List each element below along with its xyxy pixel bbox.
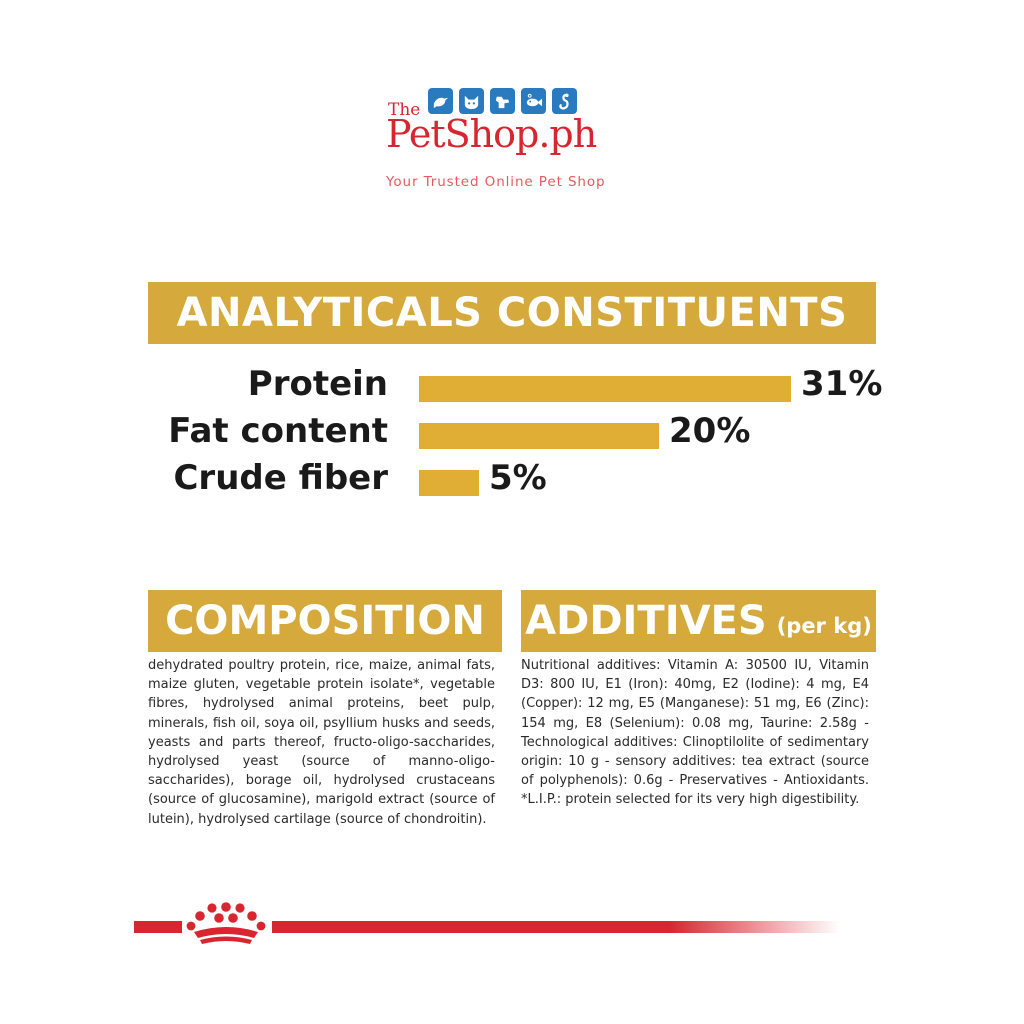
- royal-canin-crown-icon: [186, 902, 266, 944]
- additives-heading-unit: (per kg): [776, 614, 872, 638]
- logo-tagline: Your Trusted Online Pet Shop: [386, 174, 606, 190]
- footer-line-right: [272, 921, 840, 933]
- snake-icon: [552, 88, 577, 114]
- fat-label: Fat content: [168, 411, 388, 451]
- fat-value: 20%: [669, 411, 751, 451]
- analytics-row-fat: Fat content 20%: [148, 411, 888, 451]
- logo-the: The: [388, 100, 421, 120]
- logo-brand-name: PetShop.ph: [386, 112, 597, 156]
- fish-icon: [521, 88, 546, 114]
- additives-text: Nutritional additives: Vitamin A: 30500 …: [521, 658, 869, 808]
- analytics-row-fiber: Crude fiber 5%: [148, 458, 888, 498]
- composition-text: dehydrated poultry protein, rice, maize,…: [148, 658, 495, 827]
- additives-heading: ADDITIVES (per kg): [521, 590, 876, 652]
- analytics-row-protein: Protein 31%: [148, 364, 888, 404]
- analytics-heading: ANALYTICALS CONSTITUENTS: [148, 282, 876, 344]
- bird-icon: [428, 88, 453, 114]
- fat-bar: [419, 423, 659, 449]
- composition-heading: COMPOSITION: [148, 590, 502, 652]
- protein-bar: [419, 376, 791, 402]
- dog-icon: [490, 88, 515, 114]
- footer-line-left: [134, 921, 182, 933]
- protein-label: Protein: [247, 364, 388, 404]
- fiber-label: Crude fiber: [173, 458, 388, 498]
- fiber-bar: [419, 470, 479, 496]
- protein-value: 31%: [801, 364, 883, 404]
- cat-icon: [459, 88, 484, 114]
- petshop-logo: The PetShop.ph Your Trusted Online Pet S…: [386, 86, 646, 196]
- pet-icons: [428, 88, 577, 114]
- fiber-value: 5%: [489, 458, 547, 498]
- additives-heading-title: ADDITIVES: [525, 598, 767, 644]
